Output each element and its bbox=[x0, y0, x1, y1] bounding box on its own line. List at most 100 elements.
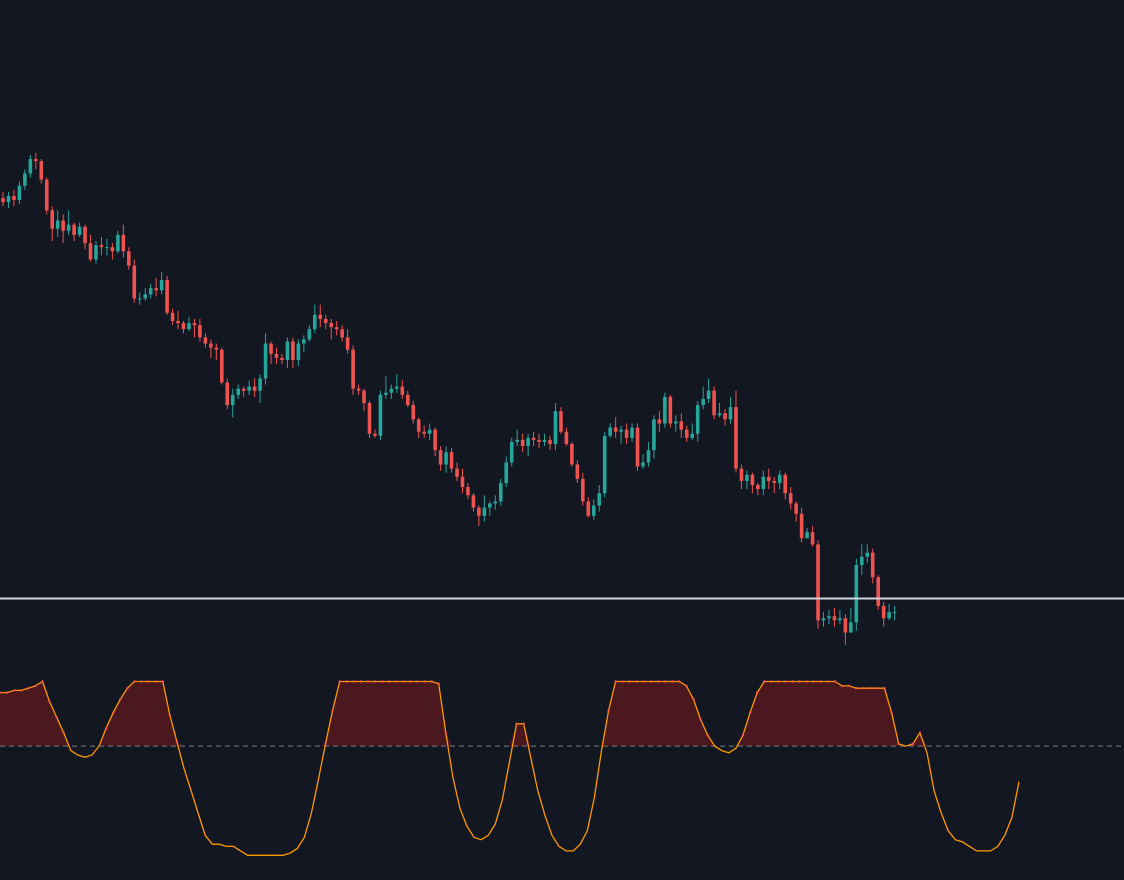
candle[interactable] bbox=[646, 441, 651, 467]
candle[interactable] bbox=[750, 472, 755, 494]
candle[interactable] bbox=[854, 558, 859, 631]
candle[interactable] bbox=[564, 427, 569, 447]
candle[interactable] bbox=[274, 347, 279, 365]
candle[interactable] bbox=[515, 429, 519, 447]
candle[interactable] bbox=[739, 464, 744, 490]
candle[interactable] bbox=[132, 259, 137, 303]
candle[interactable] bbox=[17, 181, 22, 205]
candle[interactable] bbox=[285, 337, 290, 369]
candle[interactable] bbox=[761, 470, 766, 496]
candle[interactable] bbox=[455, 462, 459, 481]
candle[interactable] bbox=[39, 159, 44, 184]
candle[interactable] bbox=[657, 411, 662, 432]
candle[interactable] bbox=[55, 210, 60, 237]
candle[interactable] bbox=[66, 210, 71, 235]
candle[interactable] bbox=[411, 400, 416, 424]
candle[interactable] bbox=[405, 390, 410, 408]
candle[interactable] bbox=[72, 222, 76, 242]
candle[interactable] bbox=[444, 446, 448, 473]
candle[interactable] bbox=[449, 448, 454, 473]
candle[interactable] bbox=[816, 540, 820, 629]
candle[interactable] bbox=[838, 610, 842, 625]
candle[interactable] bbox=[116, 230, 120, 254]
candle[interactable] bbox=[777, 470, 782, 490]
candle[interactable] bbox=[34, 152, 38, 170]
candle[interactable] bbox=[701, 386, 705, 410]
candle[interactable] bbox=[553, 403, 558, 451]
candle[interactable] bbox=[652, 415, 656, 459]
candle[interactable] bbox=[821, 612, 826, 627]
candle[interactable] bbox=[810, 526, 815, 547]
candle[interactable] bbox=[214, 343, 219, 360]
candle[interactable] bbox=[613, 417, 618, 438]
candle[interactable] bbox=[351, 345, 355, 395]
candle[interactable] bbox=[728, 396, 733, 424]
oscillator-pane[interactable] bbox=[0, 680, 1124, 856]
candle[interactable] bbox=[887, 603, 891, 621]
candle[interactable] bbox=[143, 288, 148, 301]
candle[interactable] bbox=[734, 390, 738, 473]
candle[interactable] bbox=[345, 329, 350, 354]
candle[interactable] bbox=[537, 433, 541, 449]
candle[interactable] bbox=[559, 407, 563, 434]
candle[interactable] bbox=[581, 472, 585, 506]
candle[interactable] bbox=[269, 341, 273, 365]
candle[interactable] bbox=[504, 456, 509, 488]
candle[interactable] bbox=[12, 189, 16, 207]
candle[interactable] bbox=[395, 374, 399, 393]
candle[interactable] bbox=[121, 224, 126, 258]
candle[interactable] bbox=[148, 284, 153, 299]
candle[interactable] bbox=[575, 460, 580, 483]
candle[interactable] bbox=[367, 400, 372, 438]
candle[interactable] bbox=[400, 380, 405, 399]
candle[interactable] bbox=[220, 347, 224, 385]
candle[interactable] bbox=[827, 610, 831, 625]
candle[interactable] bbox=[788, 487, 793, 510]
candle[interactable] bbox=[225, 378, 230, 410]
candle[interactable] bbox=[482, 495, 487, 522]
candle[interactable] bbox=[520, 433, 525, 453]
candle[interactable] bbox=[597, 485, 602, 512]
candle[interactable] bbox=[280, 353, 284, 365]
candle[interactable] bbox=[712, 386, 716, 420]
candle[interactable] bbox=[302, 335, 306, 352]
candle[interactable] bbox=[137, 292, 142, 305]
candle[interactable] bbox=[438, 446, 443, 471]
candle[interactable] bbox=[88, 234, 93, 262]
candle[interactable] bbox=[422, 425, 426, 438]
candle[interactable] bbox=[291, 337, 295, 369]
candle[interactable] bbox=[799, 507, 804, 543]
candle[interactable] bbox=[389, 384, 394, 399]
candle[interactable] bbox=[695, 400, 700, 442]
candle[interactable] bbox=[61, 214, 65, 244]
candle[interactable] bbox=[427, 423, 432, 440]
candle[interactable] bbox=[767, 468, 771, 490]
candle[interactable] bbox=[340, 325, 344, 342]
candle[interactable] bbox=[635, 423, 640, 471]
price-pane[interactable] bbox=[1, 152, 897, 645]
candle[interactable] bbox=[230, 388, 235, 418]
candle[interactable] bbox=[892, 605, 897, 621]
candle[interactable] bbox=[466, 482, 470, 500]
candle[interactable] bbox=[805, 528, 809, 539]
candle[interactable] bbox=[832, 608, 837, 627]
candle[interactable] bbox=[881, 601, 886, 627]
candle[interactable] bbox=[690, 423, 695, 440]
candle[interactable] bbox=[674, 415, 678, 432]
candle[interactable] bbox=[181, 321, 186, 334]
candle[interactable] bbox=[258, 374, 262, 403]
candle[interactable] bbox=[6, 191, 11, 209]
candle[interactable] bbox=[794, 501, 798, 522]
candle[interactable] bbox=[50, 206, 55, 242]
candle[interactable] bbox=[23, 169, 27, 190]
candle[interactable] bbox=[312, 304, 317, 334]
candle[interactable] bbox=[159, 271, 164, 295]
candle[interactable] bbox=[203, 333, 208, 348]
candle[interactable] bbox=[870, 548, 875, 584]
candle[interactable] bbox=[384, 376, 388, 399]
candle[interactable] bbox=[356, 384, 361, 395]
candle[interactable] bbox=[1, 191, 5, 207]
candle[interactable] bbox=[416, 417, 421, 438]
candle[interactable] bbox=[99, 236, 104, 256]
candle[interactable] bbox=[373, 429, 377, 438]
